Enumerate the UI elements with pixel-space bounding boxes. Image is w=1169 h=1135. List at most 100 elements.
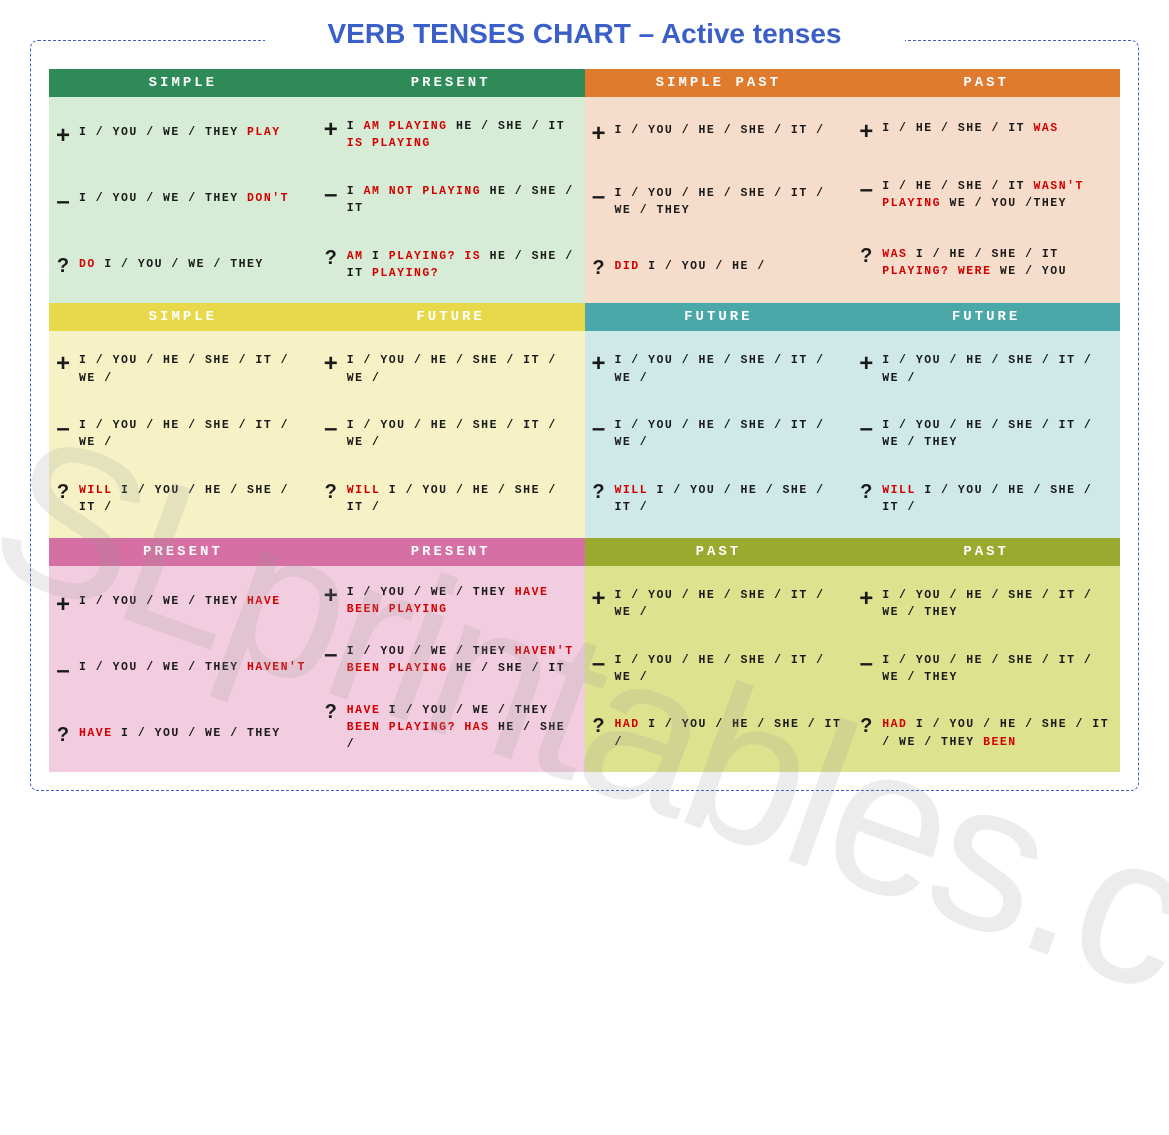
- row-text: I am playing he / she / it is playing: [347, 118, 579, 153]
- cell-header: Simple: [49, 69, 317, 97]
- affirmative-row: +I / you / he / she / it / we /: [53, 352, 311, 387]
- cell-body: + I / you / he / she / it / –I / you / he …: [585, 97, 853, 303]
- row-symbol: +: [321, 584, 341, 608]
- row-text: Had I / you / he / she / it / we / they …: [882, 716, 1114, 751]
- cell-body: +I / you / he / she / it / we /–I / you …: [585, 566, 853, 772]
- cell-header: Present: [317, 538, 585, 566]
- negative-row: –I / you / he / she / it / we /: [589, 417, 847, 452]
- cell-header: Future: [852, 303, 1120, 331]
- tense-cell: Present+I / you / we / they have–I / you…: [49, 538, 317, 772]
- cell-header: Past: [585, 538, 853, 566]
- question-row: ? Do I / you / we / they: [53, 256, 311, 276]
- row-symbol: –: [53, 190, 73, 214]
- page-title: VERB TENSES CHART – Active tenses: [265, 0, 905, 58]
- row-text: Will I / you / he / she / it /: [347, 482, 579, 517]
- cell-header: Future: [317, 303, 585, 331]
- question-row: ?Had I / you / he / she / it / we / they…: [856, 716, 1114, 751]
- negative-row: –I / you / he / she / it / we / they: [589, 185, 847, 220]
- row-symbol: +: [856, 120, 876, 144]
- row-text: I / you / we / they haven't been playing…: [347, 643, 579, 678]
- row-text: I / you / he / she / it / we /: [79, 417, 311, 452]
- chart-frame: Simple+I / you / we / they play–I / you …: [30, 40, 1139, 791]
- negative-row: –I / you / he / she / it / we /: [53, 417, 311, 452]
- row-text: I / you / he / she / it / we /: [347, 417, 579, 452]
- row-symbol: –: [589, 185, 609, 209]
- negative-row: –I am not playing he / she / it: [321, 183, 579, 218]
- row-symbol: ?: [321, 702, 341, 722]
- row-symbol: +: [53, 352, 73, 376]
- row-text: I / he / she / it was: [882, 120, 1058, 137]
- tense-grid: Simple+I / you / we / they play–I / you …: [49, 69, 1120, 772]
- row-text: Am I playing? Is he / she / it playing?: [347, 248, 579, 283]
- row-symbol: ?: [589, 716, 609, 736]
- cell-header: Present: [49, 538, 317, 566]
- cell-header: Simple Past: [585, 69, 853, 97]
- affirmative-row: +I / you / he / she / it / we /: [589, 352, 847, 387]
- cell-header: Past: [852, 538, 1120, 566]
- row-symbol: ?: [321, 248, 341, 268]
- row-symbol: –: [321, 183, 341, 207]
- row-text: I / you / he / she / it / we / they: [882, 587, 1114, 622]
- row-symbol: +: [589, 587, 609, 611]
- affirmative-row: +I / you / he / she / it / we /: [856, 352, 1114, 387]
- row-text: I / you / he / she / it /: [615, 122, 825, 139]
- row-symbol: ?: [53, 725, 73, 745]
- cell-body: +I / you / he / she / it / we /–I / you …: [49, 331, 317, 537]
- row-text: I am not playing he / she / it: [347, 183, 579, 218]
- question-row: ?Will I / you / he / she / it /: [856, 482, 1114, 517]
- row-symbol: +: [321, 352, 341, 376]
- row-symbol: ?: [856, 246, 876, 266]
- row-text: Do I / you / we / they: [79, 256, 264, 273]
- row-symbol: +: [53, 124, 73, 148]
- row-text: I / you / we / they have been playing: [347, 584, 579, 619]
- row-symbol: –: [589, 652, 609, 676]
- negative-row: –I / you / he / she / it / we / they: [856, 417, 1114, 452]
- row-text: I / you / he / she / it / we /: [615, 652, 847, 687]
- question-row: ? Had I / you / he / she / it /: [589, 716, 847, 751]
- affirmative-row: +I / you / he / she / it / we /: [321, 352, 579, 387]
- question-row: ?Did I / you / he /: [589, 258, 847, 278]
- row-symbol: ?: [53, 256, 73, 276]
- cell-body: +I am playing he / she / it is playing –I…: [317, 97, 585, 303]
- cell-body: +I / you / he / she / it / we /–I / you …: [317, 331, 585, 537]
- tense-cell: Simple Past + I / you / he / she / it / –I …: [585, 69, 853, 303]
- affirmative-row: +I / you / we / they have: [53, 593, 311, 617]
- tense-cell: Future+I / you / he / she / it / we /–I …: [852, 303, 1120, 537]
- affirmative-row: + I / he / she / it was: [856, 120, 1114, 144]
- cell-body: + I / you / we / they play –I / you / we /…: [49, 97, 317, 303]
- tense-cell: Present+I am playing he / she / it is pl…: [317, 69, 585, 303]
- row-symbol: –: [589, 417, 609, 441]
- row-text: Have I / you / we / they been playing? H…: [347, 702, 579, 754]
- row-symbol: +: [856, 352, 876, 376]
- row-symbol: +: [321, 118, 341, 142]
- negative-row: –I / you / we / they don't: [53, 190, 311, 214]
- row-text: I / you / he / she / it / we /: [882, 352, 1114, 387]
- row-text: Will I / you / he / she / it /: [615, 482, 847, 517]
- row-text: I / you / he / she / it / we / they: [882, 652, 1114, 687]
- row-text: Had I / you / he / she / it /: [615, 716, 847, 751]
- row-text: I / you / he / she / it / we /: [615, 352, 847, 387]
- row-symbol: –: [856, 417, 876, 441]
- row-text: Will I / you / he / she / it /: [882, 482, 1114, 517]
- affirmative-row: +I / you / he / she / it / we / they: [856, 587, 1114, 622]
- tense-cell: Present +I / you / we / they have been pl…: [317, 538, 585, 772]
- row-text: Have I / you / we / they: [79, 725, 281, 742]
- negative-row: –I / he / she / it wasn't playing we / y…: [856, 178, 1114, 213]
- tense-cell: Past +I / you / he / she / it / we / they…: [852, 538, 1120, 772]
- cell-header: Present: [317, 69, 585, 97]
- row-text: I / you / he / she / it / we / they: [615, 185, 847, 220]
- cell-header: Past: [852, 69, 1120, 97]
- tense-cell: Future+I / you / he / she / it / we /–I …: [585, 303, 853, 537]
- question-row: ?Will I / you / he / she / it /: [321, 482, 579, 517]
- negative-row: –I / you / he / she / it / we /: [589, 652, 847, 687]
- row-symbol: –: [856, 178, 876, 202]
- row-text: Will I / you / he / she / it /: [79, 482, 311, 517]
- row-text: I / you / he / she / it / we /: [615, 587, 847, 622]
- row-symbol: +: [589, 122, 609, 146]
- row-text: I / you / we / they play: [79, 124, 281, 141]
- affirmative-row: + I / you / he / she / it /: [589, 122, 847, 146]
- affirmative-row: +I / you / he / she / it / we /: [589, 587, 847, 622]
- negative-row: –I / you / we / they haven't been playin…: [321, 643, 579, 678]
- row-text: I / you / he / she / it / we /: [79, 352, 311, 387]
- cell-header: Simple: [49, 303, 317, 331]
